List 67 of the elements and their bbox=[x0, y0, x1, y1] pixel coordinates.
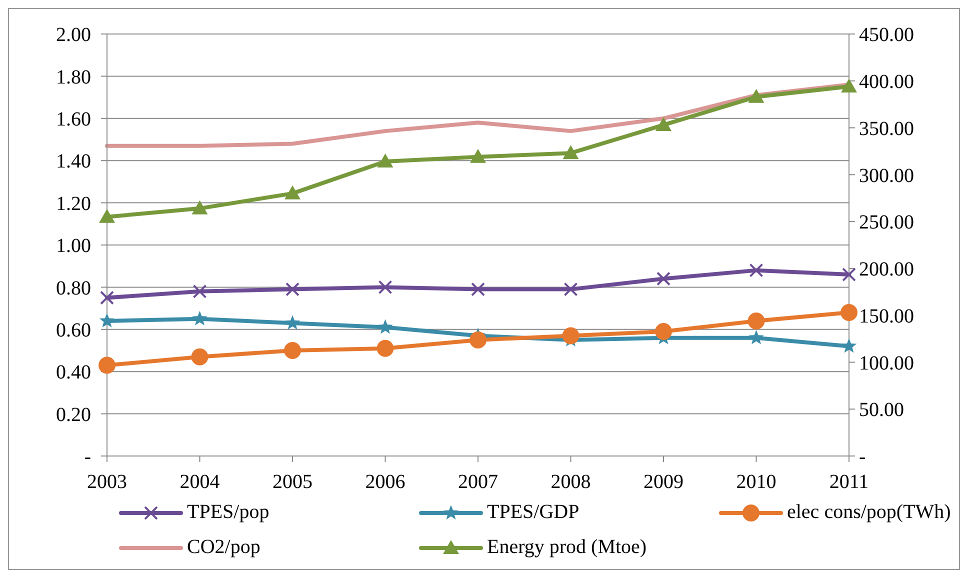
legend-label: elec cons/pop(TWh) bbox=[787, 501, 951, 524]
point bbox=[470, 331, 486, 348]
point bbox=[378, 319, 393, 334]
y2-tick-label: 100.00 bbox=[859, 352, 914, 374]
point bbox=[98, 356, 116, 374]
point bbox=[100, 290, 114, 305]
y-tick-label: 0.40 bbox=[56, 362, 91, 384]
x-tick-label: 2004 bbox=[180, 471, 220, 494]
point bbox=[562, 145, 579, 160]
point bbox=[749, 263, 764, 278]
point bbox=[655, 323, 672, 340]
x-tick-label: 2010 bbox=[736, 471, 776, 494]
point bbox=[564, 282, 578, 296]
x-tick-label: 2005 bbox=[272, 471, 312, 494]
x-tick-label: 2009 bbox=[644, 471, 684, 494]
legend-label: TPES/GDP bbox=[487, 501, 580, 524]
y-tick-label: 0.60 bbox=[56, 320, 91, 342]
y2-tick-label: 400.00 bbox=[859, 70, 914, 93]
point bbox=[192, 310, 208, 326]
x-tick-label: 2008 bbox=[550, 471, 591, 494]
y-tick-label: 0.80 bbox=[56, 277, 91, 300]
point bbox=[748, 88, 764, 103]
point bbox=[377, 154, 394, 168]
point bbox=[656, 272, 670, 286]
y2-tick-label: 450.00 bbox=[859, 24, 914, 46]
y2-tick-label: 50.00 bbox=[859, 399, 904, 422]
y-tick-label: - bbox=[84, 446, 91, 468]
point bbox=[99, 312, 115, 328]
point bbox=[471, 282, 485, 296]
point bbox=[284, 315, 300, 330]
y2-tick-label: 300.00 bbox=[859, 164, 914, 187]
point bbox=[192, 284, 207, 298]
point bbox=[99, 208, 115, 223]
y-tick-label: 1.60 bbox=[56, 108, 91, 130]
legend-label: Energy prod (Mtoe) bbox=[487, 536, 647, 559]
point bbox=[284, 185, 300, 200]
point bbox=[286, 282, 300, 296]
x-tick-label: 2007 bbox=[458, 471, 498, 494]
y2-tick-label: 250.00 bbox=[859, 212, 914, 234]
y-tick-label: 1.40 bbox=[56, 150, 91, 173]
point bbox=[284, 342, 301, 359]
y-tick-label: 2.00 bbox=[56, 24, 91, 46]
point bbox=[841, 78, 857, 93]
point bbox=[376, 340, 394, 357]
point bbox=[378, 280, 392, 294]
x-tick-label: 2003 bbox=[87, 471, 127, 494]
point bbox=[470, 148, 486, 163]
point bbox=[191, 348, 208, 366]
y2-tick-label: - bbox=[859, 446, 866, 468]
y-tick-label: 1.00 bbox=[56, 235, 91, 258]
y2-tick-label: 350.00 bbox=[859, 118, 914, 140]
point bbox=[842, 268, 856, 282]
x-tick-label: 2006 bbox=[365, 471, 406, 494]
legend-label: CO2/pop bbox=[187, 536, 260, 559]
x-tick-label: 2011 bbox=[829, 471, 869, 494]
point bbox=[192, 200, 208, 214]
point bbox=[656, 116, 672, 131]
y-tick-label: 1.80 bbox=[56, 66, 91, 88]
point bbox=[748, 330, 764, 344]
legend-label: TPES/pop bbox=[187, 501, 270, 524]
y2-tick-label: 200.00 bbox=[859, 258, 914, 281]
y2-tick-label: 150.00 bbox=[859, 305, 914, 328]
y-tick-label: 1.20 bbox=[56, 192, 91, 215]
point bbox=[841, 338, 857, 353]
point bbox=[840, 304, 858, 322]
point bbox=[748, 312, 765, 330]
y-tick-label: 0.20 bbox=[56, 404, 91, 426]
